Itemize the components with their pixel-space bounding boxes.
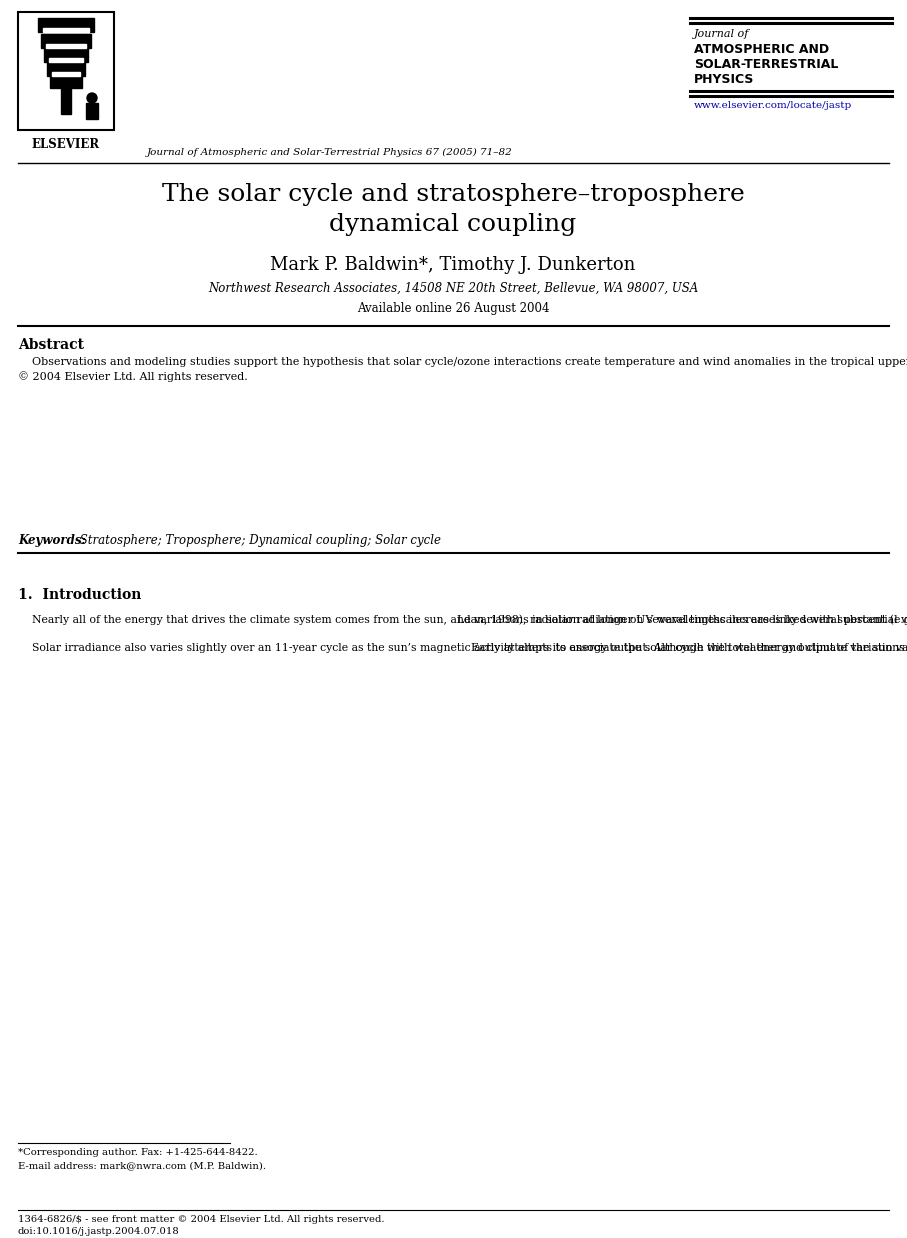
Bar [52, 72, 80, 76]
Text: SOLAR-TERRESTRIAL: SOLAR-TERRESTRIAL [694, 58, 838, 71]
Text: www.elsevier.com/locate/jastp: www.elsevier.com/locate/jastp [694, 102, 853, 110]
Text: The solar cycle and stratosphere–troposphere: The solar cycle and stratosphere–troposp… [161, 183, 745, 206]
Text: Observations and modeling studies support the hypothesis that solar cycle/ozone : Observations and modeling studies suppor… [18, 357, 907, 381]
Text: Stratosphere; Troposphere; Dynamical coupling; Solar cycle: Stratosphere; Troposphere; Dynamical cou… [76, 534, 441, 547]
Circle shape [87, 93, 97, 103]
Text: Northwest Research Associates, 14508 NE 20th Street, Bellevue, WA 98007, USA: Northwest Research Associates, 14508 NE … [208, 282, 698, 295]
Bar [47, 62, 85, 76]
Text: doi:10.1016/j.jastp.2004.07.018: doi:10.1016/j.jastp.2004.07.018 [18, 1227, 180, 1236]
Text: Journal of Atmospheric and Solar-Terrestrial Physics 67 (2005) 71–82: Journal of Atmospheric and Solar-Terrest… [147, 149, 512, 157]
Bar [46, 45, 86, 48]
Bar [18, 12, 114, 130]
Text: ATMOSPHERIC AND: ATMOSPHERIC AND [694, 43, 829, 56]
Text: 1364-6826/$ - see front matter © 2004 Elsevier Ltd. All rights reserved.: 1364-6826/$ - see front matter © 2004 El… [18, 1214, 385, 1224]
Text: 1.  Introduction: 1. Introduction [18, 588, 141, 602]
Text: *Corresponding author. Fax: +1-425-644-8422.: *Corresponding author. Fax: +1-425-644-8… [18, 1148, 258, 1158]
Text: Mark P. Baldwin*, Timothy J. Dunkerton: Mark P. Baldwin*, Timothy J. Dunkerton [270, 256, 636, 274]
Text: Keywords:: Keywords: [18, 534, 86, 547]
Bar [50, 76, 82, 88]
Bar [44, 48, 88, 62]
Bar [86, 103, 98, 119]
Bar [49, 58, 83, 62]
Text: ELSEVIER: ELSEVIER [32, 137, 100, 151]
Text: E-mail address: mark@nwra.com (M.P. Baldwin).: E-mail address: mark@nwra.com (M.P. Bald… [18, 1161, 266, 1170]
Text: Abstract: Abstract [18, 338, 84, 352]
Text: dynamical coupling: dynamical coupling [329, 213, 577, 236]
Text: Available online 26 August 2004: Available online 26 August 2004 [356, 302, 550, 314]
Bar [43, 28, 89, 32]
Bar [41, 33, 91, 48]
Bar [38, 19, 94, 32]
Text: PHYSICS: PHYSICS [694, 73, 755, 85]
Bar [61, 88, 71, 114]
Text: Nearly all of the energy that drives the climate system comes from the sun, and : Nearly all of the energy that drives the… [18, 614, 907, 654]
Text: Lean, 1998), radiation at longer UV wavelengths increases by several percent (e.: Lean, 1998), radiation at longer UV wave… [457, 614, 907, 654]
Text: Journal of: Journal of [694, 28, 749, 40]
